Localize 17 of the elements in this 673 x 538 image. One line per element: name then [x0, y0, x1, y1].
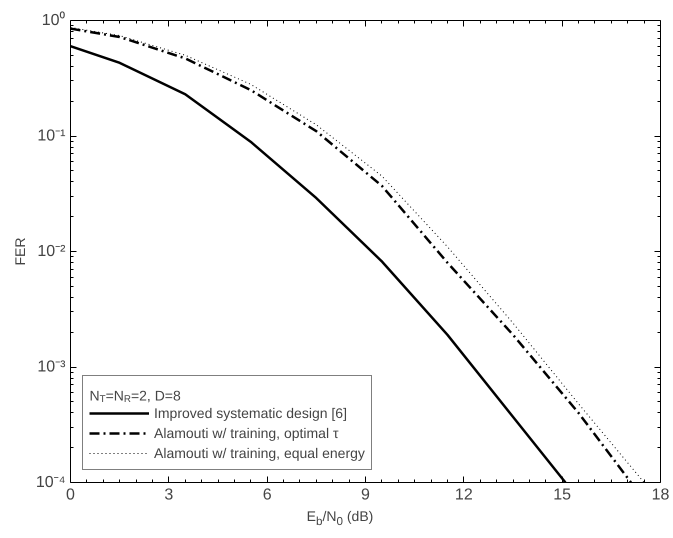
- legend-label: Improved systematic design [6]: [154, 405, 347, 421]
- y-tick-label: 10⁻¹: [37, 128, 66, 144]
- x-tick-label: 15: [553, 486, 572, 504]
- y-tick-label: 10⁰: [42, 11, 66, 29]
- x-axis-title: E$_{b}$/N$_{0}$ (dB): [306, 507, 374, 530]
- legend-label: Alamouti w/ training, equal energy: [154, 445, 365, 461]
- x-tick-label: 0: [66, 486, 76, 504]
- y-axis-title: FER: [12, 238, 28, 266]
- x-tick-label: 9: [361, 486, 370, 504]
- y-tick-label: 10⁻³: [37, 358, 66, 376]
- legend-label: Alamouti w/ training, optimal τ: [154, 425, 338, 441]
- x-tick-label: 3: [164, 486, 174, 504]
- y-tick-label: 10⁻⁴: [36, 474, 66, 491]
- x-tick-label: 6: [262, 486, 272, 504]
- x-tick-label: 12: [454, 486, 473, 504]
- x-tick-label: 18: [652, 486, 670, 504]
- y-tick-label: 10⁻²: [37, 243, 66, 260]
